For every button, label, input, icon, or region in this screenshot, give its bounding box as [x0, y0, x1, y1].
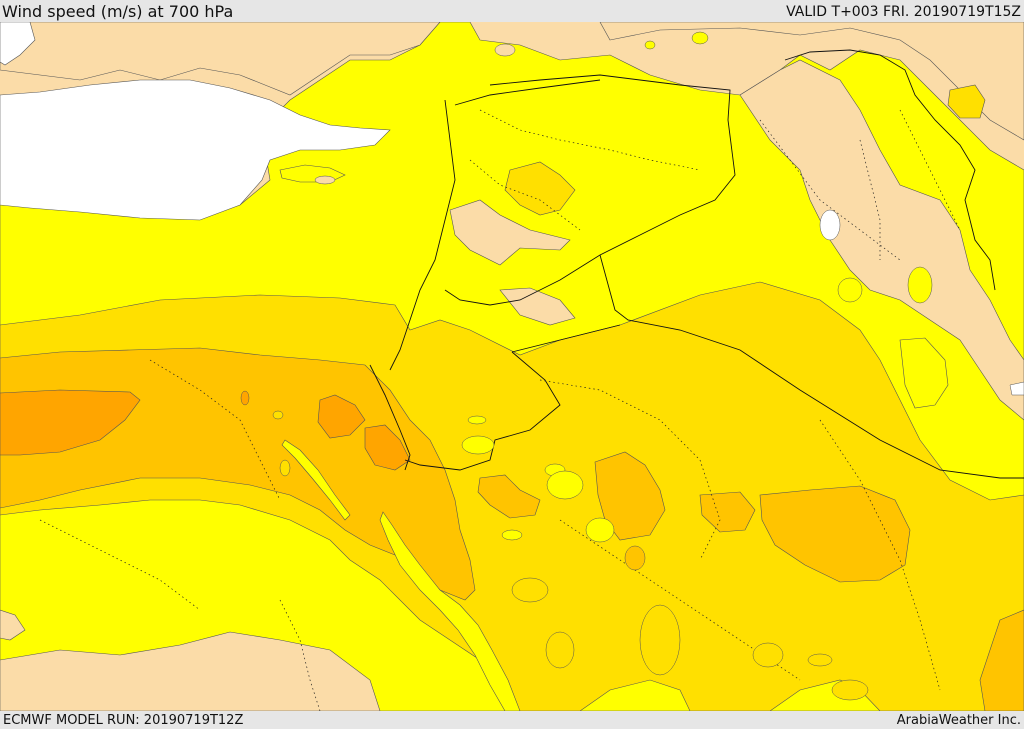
wind-band-dark-orange: [0, 389, 141, 456]
header-bar: Wind speed (m/s) at 700 hPa VALID T+003 …: [0, 0, 1024, 22]
valid-time: VALID T+003 FRI. 20190719T15Z: [786, 4, 1021, 20]
border-jordan-saudi: [404, 324, 621, 471]
border-turkey-syria: [454, 79, 601, 106]
wind-spot-saudi-4: [759, 485, 911, 583]
land-patch-north-west: [0, 22, 441, 96]
land-patch-west-edge: [0, 609, 26, 641]
land-patch-syria: [449, 199, 571, 266]
model-run: ECMWF MODEL RUN: 20190719T12Z: [3, 713, 244, 728]
land-patch-jordan: [499, 287, 576, 326]
coast-levant: [389, 99, 456, 371]
land-patch-south-west: [0, 631, 381, 711]
sea-aegean: [0, 22, 36, 66]
land-patch-iran: [739, 59, 1024, 421]
sea-persian-gulf: [899, 337, 949, 409]
wind-spot-east-edge: [979, 609, 1024, 711]
brand-credit: ArabiaWeather Inc.: [896, 713, 1021, 728]
border-syria-iraq: [444, 74, 736, 306]
sea-mediterranean: [0, 79, 391, 221]
map-title: Wind speed (m/s) at 700 hPa: [2, 2, 234, 21]
wind-spot-saudi-1: [477, 474, 541, 519]
province-boundaries: [39, 109, 961, 711]
sea-red-sea: [379, 511, 521, 711]
borders: [369, 49, 1024, 479]
wind-speed-map: [0, 22, 1024, 711]
sea-east-edge: [1009, 381, 1024, 396]
border-egypt-israel: [369, 364, 411, 471]
wind-spot-saudi-2: [594, 451, 666, 541]
wind-spot-sinai: [317, 394, 366, 439]
sea-gulf-of-suez: [281, 439, 351, 521]
land-patch-north-east: [599, 22, 1024, 141]
wind-spot-iran-gold: [947, 84, 986, 119]
border-iraq-saudi: [599, 254, 1024, 479]
wind-spot-syria-gold: [504, 161, 576, 216]
border-iran-iraq: [784, 49, 996, 291]
small-wind-spots: [240, 31, 933, 701]
wind-spot-negev: [364, 424, 411, 471]
footer-bar: [0, 711, 1024, 729]
wind-spot-saudi-3: [699, 491, 756, 533]
